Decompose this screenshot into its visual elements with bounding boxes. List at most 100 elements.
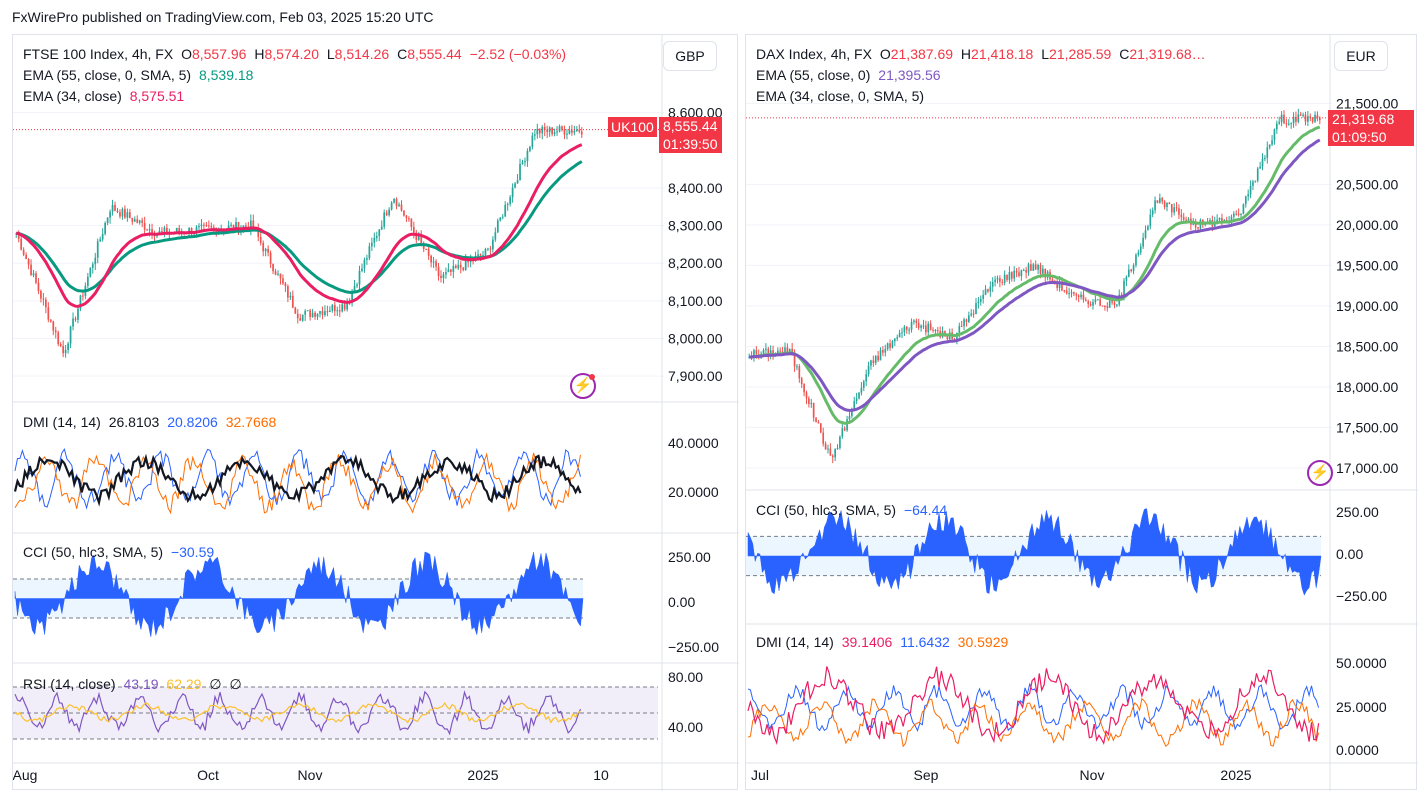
ftse-candle-body bbox=[536, 128, 539, 135]
ftse-candle-body bbox=[412, 227, 415, 233]
ftse-candle-body bbox=[329, 310, 331, 312]
dax-x-tick-label: Nov bbox=[1080, 767, 1105, 783]
ftse-chart-canvas[interactable]: 7,900.00 8,000.00 8,100.00 8,200.00 8,300.00… bbox=[13, 35, 739, 791]
dax-candle-body bbox=[1235, 213, 1238, 215]
dax-candle-body bbox=[889, 343, 891, 348]
dax-candle-body bbox=[1218, 217, 1221, 220]
dax-candle-body bbox=[1194, 223, 1197, 228]
ftse-candle-body bbox=[516, 180, 519, 184]
ftse-candle-body bbox=[79, 295, 82, 309]
ftse-candle-body bbox=[551, 127, 553, 135]
ftse-candle-body bbox=[366, 258, 368, 260]
dax-candle-body bbox=[1087, 301, 1090, 305]
dax-high-label: H bbox=[960, 46, 972, 62]
dax-candle-body bbox=[1092, 301, 1094, 306]
ftse-x-tick-label: 10 bbox=[593, 767, 609, 783]
ftse-candle-body bbox=[571, 130, 573, 133]
dax-candle-body bbox=[1261, 158, 1264, 167]
ftse-candle-body bbox=[484, 249, 487, 256]
dax-candle-body bbox=[970, 313, 973, 316]
ftse-candle-body bbox=[299, 317, 302, 321]
ftse-chart-panel[interactable]: 7,900.00 8,000.00 8,100.00 8,200.00 8,300.00… bbox=[12, 34, 739, 791]
ftse-candle-body bbox=[59, 344, 62, 347]
dax-candle-body bbox=[896, 337, 899, 339]
ftse-candle-body bbox=[373, 237, 376, 243]
ftse-candle-body bbox=[368, 246, 371, 259]
dax-candle-body bbox=[1256, 168, 1259, 181]
dax-candle-body bbox=[755, 350, 758, 355]
ftse-y-tick-label: 8,200.00 bbox=[668, 255, 723, 271]
dax-candle-body bbox=[901, 332, 903, 334]
dax-candle-body bbox=[1130, 269, 1133, 272]
dax-price-tag: 21,319.68 bbox=[1328, 110, 1414, 128]
ftse-ema34-legend: EMA (34, close) 8,575.51 bbox=[23, 86, 188, 107]
dax-candle-body bbox=[1116, 304, 1118, 306]
ftse-candle-body bbox=[151, 229, 153, 235]
ftse-candle-body bbox=[195, 227, 198, 233]
dax-candle-body bbox=[1070, 292, 1073, 294]
ftse-candle-body bbox=[25, 254, 27, 259]
dax-y-tick-label: 20,000.00 bbox=[1336, 217, 1398, 233]
dax-candle-body bbox=[934, 330, 937, 332]
dax-candle-body bbox=[1290, 123, 1292, 125]
dax-candle-body bbox=[1247, 194, 1250, 197]
ftse-candle-body bbox=[341, 304, 344, 312]
dax-candle-body bbox=[965, 319, 968, 322]
ftse-cci-y-tick-label: 250.00 bbox=[668, 549, 711, 565]
ftse-candle-body bbox=[17, 233, 20, 239]
dax-currency-button[interactable]: EUR bbox=[1334, 41, 1388, 71]
ftse-candle-body bbox=[575, 129, 578, 131]
lightning-icon[interactable]: ⚡ bbox=[1307, 460, 1333, 486]
ftse-candle-body bbox=[558, 126, 561, 132]
dax-candle-body bbox=[989, 286, 992, 292]
dax-chart-panel[interactable]: 17,000.00 17,500.00 18,000.00 18,500.00 19,0… bbox=[745, 34, 1418, 791]
dax-candle-body bbox=[972, 313, 975, 315]
ftse-countdown-tag: 01:39:50 bbox=[659, 135, 722, 153]
dax-candle-body bbox=[862, 381, 865, 388]
dax-ema34-label: EMA (34, close, 0, SMA, 5) bbox=[756, 88, 925, 104]
dax-cci-value: −64.44 bbox=[903, 502, 948, 518]
dax-candle-body bbox=[867, 365, 870, 375]
ftse-candle-body bbox=[62, 346, 65, 354]
ftse-candle-body bbox=[267, 248, 269, 253]
dax-candle-body bbox=[1058, 281, 1061, 288]
dax-candle-body bbox=[1077, 295, 1080, 298]
dax-candle-body bbox=[1010, 272, 1013, 279]
ftse-candle-body bbox=[440, 275, 442, 278]
dax-candle-body bbox=[1249, 185, 1252, 195]
ftse-candle-body bbox=[257, 229, 260, 237]
dax-candle-body bbox=[1151, 210, 1154, 215]
ftse-candle-body bbox=[477, 254, 479, 256]
ftse-candle-body bbox=[148, 229, 151, 231]
ftse-candle-body bbox=[400, 204, 403, 211]
dax-candle-body bbox=[822, 432, 825, 444]
ftse-open-label: O bbox=[181, 46, 192, 62]
ftse-candle-body bbox=[205, 224, 208, 226]
dax-candle-body bbox=[1287, 123, 1290, 125]
ftse-currency-button[interactable]: GBP bbox=[663, 41, 717, 71]
dax-candle-body bbox=[1089, 304, 1092, 306]
ftse-candle-body bbox=[464, 259, 467, 270]
ftse-cci-legend: CCI (50, hlc3, SMA, 5) −30.59 bbox=[23, 542, 218, 563]
ftse-candle-body bbox=[351, 291, 353, 301]
lightning-icon[interactable]: ⚡ bbox=[570, 373, 596, 399]
ftse-candle-body bbox=[138, 220, 141, 223]
ftse-candle-body bbox=[306, 310, 309, 312]
dax-candle-body bbox=[841, 428, 844, 437]
ftse-candle-body bbox=[175, 228, 178, 233]
ftse-candle-body bbox=[133, 219, 136, 222]
dax-candle-body bbox=[1197, 227, 1199, 229]
ftse-candle-body bbox=[311, 312, 314, 318]
ftse-candle-body bbox=[403, 210, 405, 216]
dax-y-tick-label: 17,000.00 bbox=[1336, 460, 1398, 476]
ftse-candle-body bbox=[408, 218, 410, 220]
ftse-candle-body bbox=[482, 255, 484, 257]
dax-candle-body bbox=[1025, 270, 1027, 273]
dax-candle-body bbox=[810, 403, 813, 405]
ftse-candle-body bbox=[57, 332, 60, 345]
dax-chart-canvas[interactable]: 17,000.00 17,500.00 18,000.00 18,500.00 19,0… bbox=[746, 35, 1418, 791]
dax-candle-body bbox=[1292, 116, 1295, 124]
ftse-y-tick-label: 8,600.00 bbox=[668, 105, 723, 121]
ftse-candle-body bbox=[294, 307, 297, 314]
dax-candle-body bbox=[800, 378, 803, 385]
